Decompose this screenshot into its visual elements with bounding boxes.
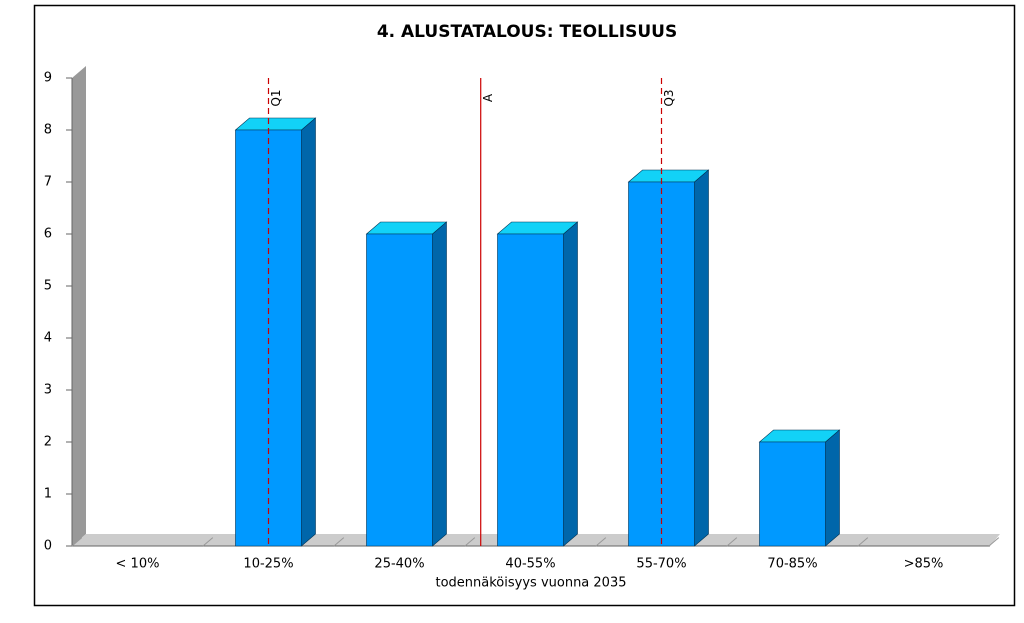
category-separator bbox=[202, 537, 214, 547]
left-wall bbox=[72, 66, 86, 546]
x-tick-label: 25-40% bbox=[374, 557, 424, 572]
x-tick-label: < 10% bbox=[116, 557, 160, 572]
x-axis-label: todennäköisyys vuonna 2035 bbox=[436, 576, 627, 591]
reference-label: Q3 bbox=[662, 89, 676, 106]
bar bbox=[234, 117, 317, 547]
bar bbox=[758, 429, 841, 547]
y-tick-label: 5 bbox=[44, 279, 52, 294]
y-tick-label: 3 bbox=[44, 383, 52, 398]
y-tick-label: 2 bbox=[44, 435, 52, 450]
y-tick-label: 7 bbox=[44, 175, 52, 190]
x-tick-label: 10-25% bbox=[243, 557, 293, 572]
reference-label: A bbox=[481, 93, 495, 102]
bar bbox=[496, 221, 579, 547]
x-tick-label: >85% bbox=[904, 557, 944, 572]
bar bbox=[365, 221, 448, 547]
category-separator bbox=[595, 537, 607, 547]
category-separator bbox=[857, 537, 869, 547]
x-tick-label: 40-55% bbox=[505, 557, 555, 572]
bar bbox=[627, 169, 710, 547]
x-tick-label: 70-85% bbox=[767, 557, 817, 572]
category-separator bbox=[464, 537, 476, 547]
y-tick-label: 9 bbox=[44, 71, 52, 86]
y-tick-label: 4 bbox=[44, 331, 52, 346]
y-tick-label: 6 bbox=[44, 227, 52, 242]
y-tick-label: 1 bbox=[44, 487, 52, 502]
chart-title: 4. ALUSTATALOUS: TEOLLISUUS bbox=[377, 22, 677, 42]
category-separator bbox=[333, 537, 345, 547]
category-separator bbox=[726, 537, 738, 547]
x-tick-label: 55-70% bbox=[636, 557, 686, 572]
y-tick-label: 0 bbox=[44, 539, 52, 554]
category-separator bbox=[988, 537, 1000, 547]
reference-label: Q1 bbox=[269, 89, 283, 106]
y-tick-label: 8 bbox=[44, 123, 52, 138]
category-separator bbox=[71, 537, 83, 547]
